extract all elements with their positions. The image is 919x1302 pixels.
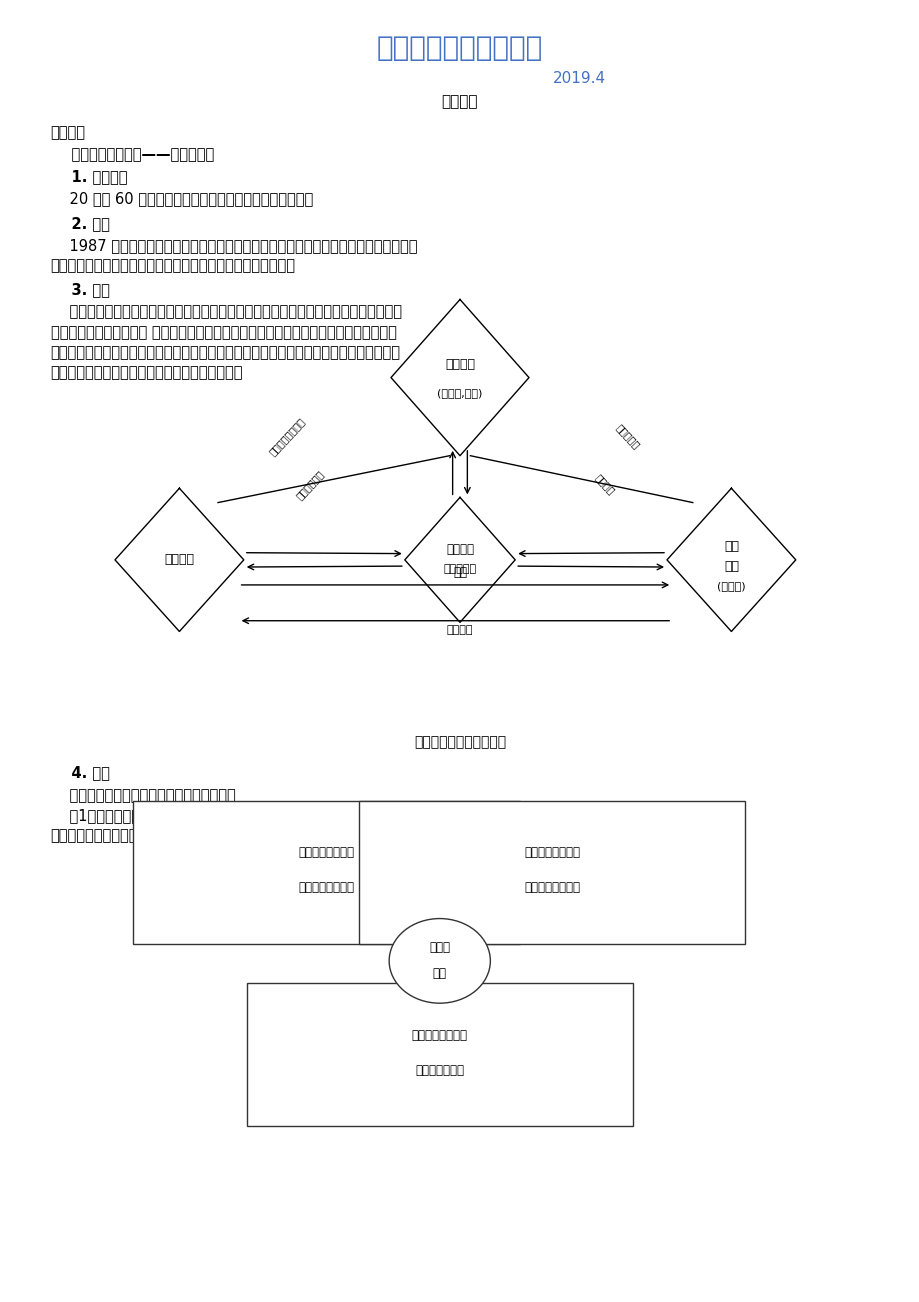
Text: 4. 原则: 4. 原则	[51, 766, 109, 781]
Text: 公平性: 公平性	[429, 941, 449, 954]
Text: 责任公平：发达国: 责任公平：发达国	[412, 1029, 467, 1042]
Text: 家与地区之间的公平，其内涵如图所示：: 家与地区之间的公平，其内涵如图所示：	[51, 828, 208, 844]
FancyBboxPatch shape	[358, 801, 744, 944]
Text: 1. 产生背景: 1. 产生背景	[51, 169, 127, 185]
Text: 可持续发展复合系统示意: 可持续发展复合系统示意	[414, 736, 505, 749]
Text: 2. 概念: 2. 概念	[51, 216, 109, 230]
Text: (含人口,科技): (含人口,科技)	[437, 388, 482, 398]
Text: 劳力、科技等: 劳力、科技等	[294, 467, 326, 501]
Text: 课堂互动: 课堂互动	[441, 94, 478, 109]
Text: 涵，概括起来有三个方面 生态持续发展、经济持续发展和社会持续发展。生态、经济、社: 涵，概括起来有三个方面 生态持续发展、经济持续发展和社会持续发展。生态、经济、社	[51, 324, 396, 340]
Text: 三点剖析: 三点剖析	[51, 125, 85, 141]
Text: 3. 内涵: 3. 内涵	[51, 283, 109, 297]
Text: 系统: 系统	[723, 560, 738, 573]
FancyBboxPatch shape	[246, 983, 632, 1126]
Text: 环境资源: 环境资源	[447, 625, 472, 634]
Text: 经济系统: 经济系统	[165, 553, 194, 566]
Text: 是既满足当代人的需求，而又不危及后代人满足其需求的发展。: 是既满足当代人的需求，而又不危及后代人满足其需求的发展。	[51, 258, 295, 273]
Text: 1987 年，世界环境与发展委员会在《我们共同的未来》报告中明确指出：可持续发展: 1987 年，世界环境与发展委员会在《我们共同的未来》报告中明确指出：可持续发展	[51, 238, 416, 253]
Text: 2019.4: 2019.4	[552, 70, 606, 86]
FancyBboxPatch shape	[133, 801, 519, 944]
Text: 三、走向人地协调——可持续发展: 三、走向人地协调——可持续发展	[51, 147, 213, 163]
Text: 持续发展是条件，社会持续发展是目的。如下图：: 持续发展是条件，社会持续发展是目的。如下图：	[51, 365, 243, 380]
Text: 调控: 调控	[452, 566, 467, 579]
Text: （1）公平性原则。这包括同代人之间、代际之间、人类与其他生物种群之间、不同国: （1）公平性原则。这包括同代人之间、代际之间、人类与其他生物种群之间、不同国	[51, 809, 402, 823]
Text: 社会系统: 社会系统	[445, 358, 474, 371]
Ellipse shape	[389, 919, 490, 1003]
Text: 横向：代内公平机: 横向：代内公平机	[299, 846, 354, 859]
Text: 20 世纪 60 年代以来，人口、资源和环境问题日益突出。: 20 世纪 60 年代以来，人口、资源和环境问题日益突出。	[51, 191, 312, 207]
Text: 实现可持续发展，需要遵守三个基本原则：: 实现可持续发展，需要遵守三个基本原则：	[51, 788, 235, 803]
Text: 物质产品、资金等: 物质产品、资金等	[267, 415, 307, 457]
Text: 环境资源: 环境资源	[593, 473, 616, 496]
Text: 人的管理: 人的管理	[446, 543, 473, 556]
Text: (含资源): (含资源)	[716, 581, 745, 591]
Text: 家有更大的责任: 家有更大的责任	[414, 1064, 464, 1077]
Text: 生产废弃物: 生产废弃物	[443, 565, 476, 574]
Text: 会的持续发展相互联系、相互制约，共同组成一个系统。其中，生态持续发展是基础，经济: 会的持续发展相互联系、相互制约，共同组成一个系统。其中，生态持续发展是基础，经济	[51, 345, 400, 359]
Text: 最新地理精品教学资料: 最新地理精品教学资料	[377, 34, 542, 62]
Text: 后代留有发展条件: 后代留有发展条件	[524, 881, 579, 894]
Text: 会均等，发展平衡: 会均等，发展平衡	[299, 881, 354, 894]
Text: 原则: 原则	[432, 967, 447, 980]
Text: 生态: 生态	[723, 540, 738, 553]
Text: 纵向：代际公平为: 纵向：代际公平为	[524, 846, 579, 859]
Text: 可持续发展是一个包括经济、社会、文化、技术和自然环境的综合概念，有着丰富的内: 可持续发展是一个包括经济、社会、文化、技术和自然环境的综合概念，有着丰富的内	[51, 305, 402, 319]
Text: 生活废弃物: 生活废弃物	[614, 422, 641, 450]
